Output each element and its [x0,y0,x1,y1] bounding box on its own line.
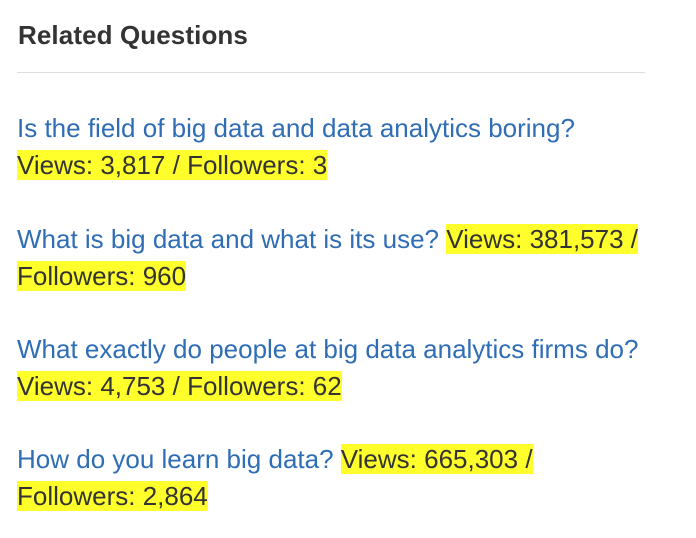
question-link[interactable]: Is the field of big data and data analyt… [17,113,575,143]
list-item: What exactly do people at big data analy… [17,331,657,405]
list-item: Is the field of big data and data analyt… [17,110,657,184]
section-divider [17,72,645,73]
section-title: Related Questions [18,20,248,50]
question-link[interactable]: What is big data and what is its use? [17,224,440,254]
question-link[interactable]: What exactly do people at big data analy… [17,334,639,364]
question-link[interactable]: How do you learn big data? [17,444,334,474]
list-item: What is big data and what is its use? Vi… [17,221,657,295]
question-stats: Views: 3,817 / Followers: 3 [17,150,328,180]
question-stats: Views: 4,753 / Followers: 62 [17,371,342,401]
list-item: How do you learn big data? Views: 665,30… [17,441,657,515]
